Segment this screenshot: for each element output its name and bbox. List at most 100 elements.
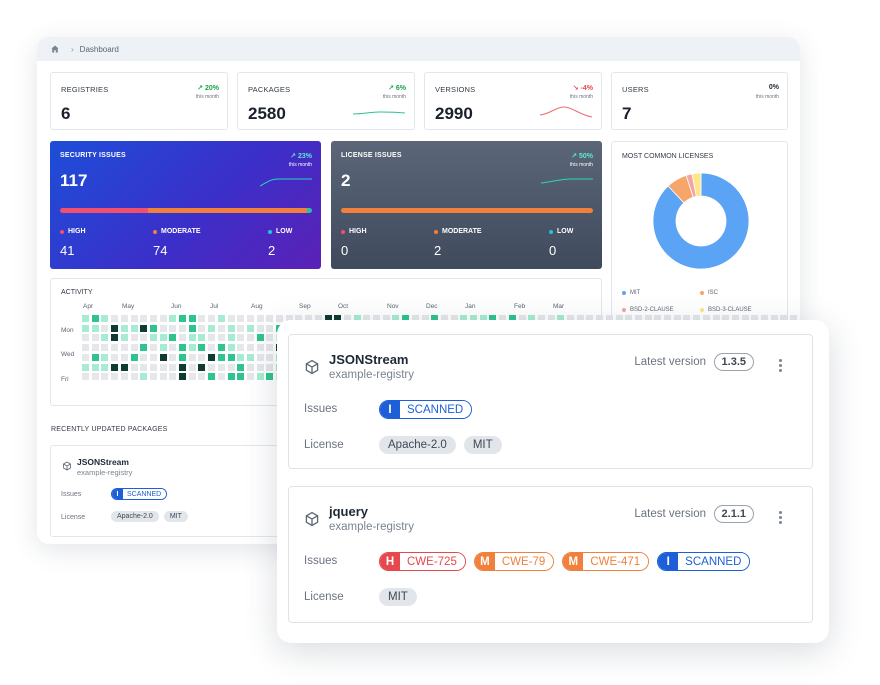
- activity-cell: [741, 315, 749, 322]
- activity-cell: [208, 315, 216, 322]
- stat-card-versions[interactable]: VERSIONS 2990 ↘ -4% this month: [424, 72, 602, 130]
- activity-cell: [120, 334, 128, 342]
- stat-card-packages[interactable]: PACKAGES 2580 ↗ 6% this month: [237, 72, 415, 130]
- issue-badge-moderate[interactable]: M CWE-79: [473, 552, 555, 571]
- activity-cell: [237, 363, 245, 371]
- package-name[interactable]: JSONStream: [77, 457, 129, 467]
- activity-cell: [140, 344, 148, 352]
- activity-cell: [149, 334, 157, 342]
- activity-cell: [537, 315, 545, 322]
- activity-cell: [130, 315, 138, 322]
- issue-badge-scanned[interactable]: I SCANNED: [657, 552, 751, 571]
- donut-slice-bsd-3[interactable]: [691, 172, 702, 197]
- sparkline-up: [541, 178, 593, 184]
- legend-item-isc: ISC: [700, 290, 718, 296]
- license-pill[interactable]: Apache-2.0: [111, 511, 159, 522]
- activity-cell: [120, 363, 128, 371]
- activity-cell: [198, 334, 206, 342]
- activity-cell: [91, 363, 99, 371]
- activity-cell: [673, 315, 681, 322]
- activity-cell: [198, 363, 206, 371]
- activity-cell: [702, 315, 710, 322]
- activity-cell: [227, 373, 235, 381]
- activity-cell: [111, 334, 119, 342]
- licenses-card[interactable]: MOST COMMON LICENSES MIT ISC BSD-2-CLAUS…: [611, 141, 788, 341]
- activity-cell: [479, 315, 487, 322]
- activity-cell: [208, 344, 216, 352]
- license-pill[interactable]: Apache-2.0: [379, 436, 456, 454]
- activity-cell: [615, 315, 623, 322]
- severity-bar: [341, 208, 593, 213]
- more-options-icon[interactable]: [779, 511, 782, 526]
- activity-cell: [373, 315, 380, 322]
- activity-cell: [237, 334, 245, 342]
- latest-version-label: Latest version: [634, 508, 706, 520]
- activity-cell: [217, 334, 225, 342]
- activity-cell: [169, 344, 177, 352]
- activity-cell: [111, 353, 119, 361]
- package-card-jsonstream[interactable]: JSONStream example-registry Latest versi…: [288, 334, 813, 469]
- activity-cell: [179, 334, 186, 342]
- month-label: May: [122, 303, 135, 310]
- activity-cell: [266, 373, 274, 381]
- issue-badge-moderate[interactable]: M CWE-471: [562, 552, 650, 571]
- activity-cell: [256, 373, 264, 381]
- scanned-badge[interactable]: I SCANNED: [111, 488, 168, 500]
- activity-cell: [82, 324, 89, 332]
- recent-package-card[interactable]: JSONStream example-registry Issues I SCA…: [50, 445, 310, 537]
- severity-high-value: 41: [60, 243, 75, 258]
- bar-segment-high: [60, 208, 149, 213]
- package-name[interactable]: jquery: [329, 504, 369, 519]
- package-card-jquery[interactable]: jquery example-registry Latest version 2…: [288, 486, 813, 623]
- activity-cell: [130, 373, 138, 381]
- home-icon[interactable]: [51, 45, 59, 53]
- issues-label: Issues: [61, 491, 82, 498]
- activity-cell: [470, 315, 477, 322]
- activity-cell: [101, 353, 109, 361]
- stat-card-registries[interactable]: REGISTRIES 6 ↗ 20% this month: [50, 72, 228, 130]
- activity-cell: [111, 344, 119, 352]
- activity-cell: [120, 324, 128, 332]
- stat-sub: this month: [755, 94, 779, 100]
- package-name[interactable]: JSONStream: [329, 352, 409, 367]
- month-label: Dec: [426, 303, 438, 310]
- activity-cell: [120, 373, 128, 381]
- activity-cell: [528, 315, 536, 322]
- day-label: Wed: [61, 351, 75, 358]
- activity-cell: [266, 344, 274, 352]
- activity-cell: [489, 315, 497, 322]
- license-pill[interactable]: MIT: [163, 511, 188, 522]
- latest-version-label: Latest version: [634, 356, 706, 368]
- issue-badge-scanned[interactable]: I SCANNED: [379, 400, 473, 419]
- activity-cell: [159, 334, 167, 342]
- license-pill[interactable]: MIT: [379, 588, 417, 606]
- activity-cell: [208, 363, 216, 371]
- license-pill[interactable]: MIT: [463, 436, 502, 454]
- activity-cell: [179, 363, 186, 371]
- issue-badge-high[interactable]: H CWE-725: [379, 552, 466, 571]
- activity-cell: [460, 315, 468, 322]
- stat-value: 7: [622, 104, 632, 123]
- activity-cell: [208, 324, 216, 332]
- breadcrumb-current[interactable]: Dashboard: [79, 44, 119, 54]
- version-pill[interactable]: 2.1.1: [713, 505, 754, 523]
- license-issues-card[interactable]: LICENSE ISSUES 2 ↗ 50% this month HIGH M…: [331, 141, 602, 269]
- activity-cell: [130, 344, 138, 352]
- bar-segment-low: [306, 208, 312, 213]
- activity-cell: [751, 315, 759, 322]
- stat-card-users[interactable]: USERS 7 0% this month: [611, 72, 788, 130]
- more-options-icon[interactable]: [779, 359, 782, 374]
- activity-cell: [101, 324, 109, 332]
- security-issues-card[interactable]: SECURITY ISSUES 117 ↗ 23% this month HIG…: [50, 141, 321, 269]
- activity-cell: [149, 315, 157, 322]
- stat-sub: this month: [382, 94, 406, 100]
- activity-cell: [149, 363, 157, 371]
- activity-cell: [237, 344, 245, 352]
- sparkline-up: [260, 178, 312, 187]
- donut-slice-mit[interactable]: [652, 172, 750, 270]
- activity-cell: [130, 363, 138, 371]
- activity-cell: [343, 315, 351, 322]
- bar-segment-moderate: [148, 208, 307, 213]
- version-pill[interactable]: 1.3.5: [713, 353, 754, 371]
- activity-cell: [169, 353, 177, 361]
